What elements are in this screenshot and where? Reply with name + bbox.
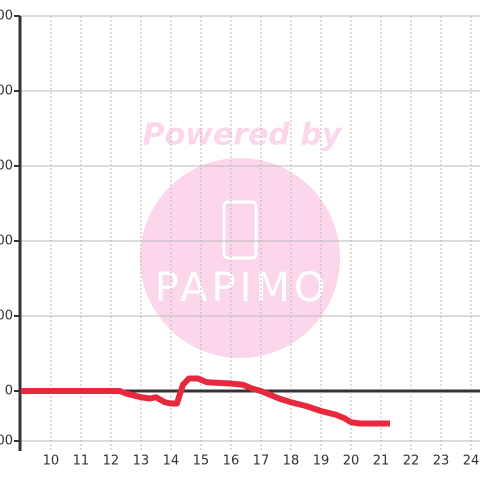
y-tick-label: -20,000 <box>0 434 13 449</box>
watermark-logo: PAPIMO <box>155 265 330 311</box>
x-tick-label: 17 <box>253 454 270 469</box>
x-tick-label: 22 <box>403 454 420 469</box>
x-tick-label: 16 <box>223 454 240 469</box>
y-tick-label: 120,000 <box>0 84 13 99</box>
watermark-phone <box>222 200 258 260</box>
x-tick-label: 10 <box>43 454 60 469</box>
y-tick-label: 90,000 <box>0 159 13 174</box>
x-tick-label: 18 <box>283 454 300 469</box>
x-tick-label: 11 <box>73 454 90 469</box>
x-tick-label: 13 <box>133 454 150 469</box>
y-tick-label: 30,000 <box>0 309 13 324</box>
x-tick-label: 14 <box>163 454 180 469</box>
x-tick-label: 24 <box>463 454 480 469</box>
y-tick-label: 150,000 <box>0 9 13 24</box>
x-tick-label: 12 <box>103 454 120 469</box>
watermark-text: Powered by <box>143 118 343 153</box>
x-tick-label: 21 <box>373 454 390 469</box>
line <box>20 375 390 427</box>
x-tick-label: 23 <box>433 454 450 469</box>
y-tick-label: 0 <box>5 384 13 399</box>
y-tick-label: 60,000 <box>0 234 13 249</box>
x-tick-label: 20 <box>343 454 360 469</box>
x-tick-label: 19 <box>313 454 330 469</box>
x-tick-label: 15 <box>193 454 210 469</box>
